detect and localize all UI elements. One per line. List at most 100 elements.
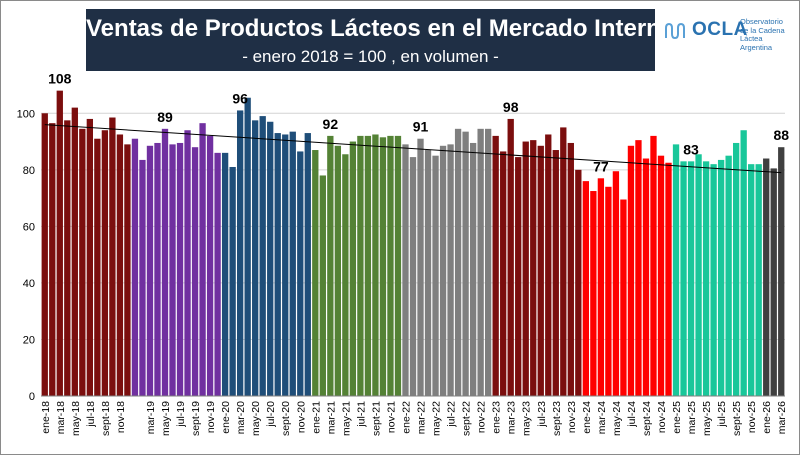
bar	[267, 121, 274, 396]
bar	[439, 145, 447, 396]
chart-subtitle: - enero 2018 = 100 , en volumen -	[242, 47, 499, 66]
bar	[545, 134, 552, 396]
x-tick-label: jul-22	[446, 401, 458, 428]
logo-line-3: Argentina	[740, 42, 773, 52]
x-tick-label: nov-22	[476, 401, 488, 433]
bar	[657, 155, 665, 396]
bar	[71, 107, 78, 397]
x-tick-label: nov-18	[115, 401, 127, 433]
bar	[582, 181, 590, 396]
bar	[342, 154, 349, 396]
x-tick-label: may-19	[160, 401, 172, 436]
x-tick-label: ene-21	[310, 401, 322, 434]
x-tick-label: ene-26	[761, 401, 773, 434]
bar	[552, 150, 559, 396]
x-tick-label: ene-23	[491, 401, 503, 434]
bar	[484, 128, 492, 396]
y-tick-label: 20	[23, 334, 35, 346]
x-tick-label: sept-21	[370, 401, 382, 436]
y-tick-label: 0	[29, 391, 35, 403]
bar	[184, 130, 191, 396]
bar	[522, 141, 529, 396]
logo-line-2: de la Cadena Láctea	[740, 25, 785, 43]
bar	[169, 144, 176, 396]
bar	[312, 150, 319, 396]
logo-line-1: Observatorio	[740, 17, 783, 26]
bar	[357, 135, 364, 396]
bar	[229, 166, 236, 396]
y-tick-label: 40	[23, 278, 35, 290]
bar	[86, 118, 94, 396]
bar	[770, 168, 777, 396]
x-tick-label: may-24	[611, 401, 623, 436]
bar	[236, 110, 244, 396]
x-tick-label: jul-21	[355, 401, 367, 428]
milk-wave-icon	[665, 22, 685, 40]
bar	[680, 161, 687, 396]
bar	[191, 147, 199, 396]
bar	[627, 145, 635, 396]
x-tick-label: may-21	[340, 401, 352, 436]
bar	[402, 144, 409, 396]
bar	[530, 140, 537, 396]
bar	[642, 158, 650, 396]
x-tick-label: sept-22	[461, 401, 473, 436]
bar	[477, 128, 484, 396]
bar	[176, 142, 184, 396]
bar	[139, 159, 146, 396]
x-tick-label: jul-25	[716, 401, 728, 428]
bar	[372, 134, 379, 396]
bar	[605, 186, 612, 396]
bar	[447, 144, 454, 396]
bar	[710, 164, 717, 396]
bar	[778, 147, 785, 396]
bar	[454, 128, 462, 396]
x-tick-label: may-20	[250, 401, 262, 436]
bar	[635, 140, 642, 396]
x-tick-label: mar-25	[686, 401, 698, 434]
x-tick-label: mar-18	[55, 401, 67, 434]
bar	[567, 142, 574, 396]
bar	[725, 155, 732, 396]
x-tick-label: mar-19	[145, 401, 157, 434]
x-tick-label: jul-19	[175, 401, 187, 428]
bar	[364, 135, 372, 396]
bar	[597, 178, 605, 396]
x-tick-label: may-18	[70, 401, 82, 436]
x-tick-label: mar-21	[325, 401, 337, 434]
data-label: 88	[773, 127, 789, 143]
bar	[206, 135, 214, 396]
bar	[252, 120, 259, 396]
bar	[116, 134, 124, 396]
ocla-logo: OCLA Observatorio de la Cadena Láctea Ar…	[662, 14, 792, 54]
bar	[131, 138, 139, 396]
data-label: 92	[323, 116, 339, 132]
bar	[334, 145, 342, 396]
bar	[199, 123, 206, 396]
bar	[755, 164, 762, 396]
bar	[221, 152, 229, 396]
bar	[41, 113, 48, 396]
x-tick-label: mar-22	[416, 401, 428, 434]
bar	[650, 135, 657, 396]
x-tick-label: nov-21	[385, 401, 397, 433]
y-tick-label: 80	[23, 165, 35, 177]
bar	[259, 116, 266, 396]
x-tick-label: mar-26	[776, 401, 788, 434]
bar	[672, 144, 680, 396]
bar	[101, 130, 109, 396]
bar	[537, 145, 544, 396]
x-tick-label: nov-20	[295, 401, 307, 433]
data-label: 91	[413, 119, 429, 135]
bar	[590, 191, 597, 396]
bar	[214, 152, 221, 396]
x-tick-label: ene-22	[400, 401, 412, 434]
bar	[740, 130, 747, 396]
x-tick-label: nov-23	[566, 401, 578, 433]
logo-name: OCLA	[692, 19, 748, 40]
chart-title: Ventas de Productos Lácteos en el Mercad…	[86, 15, 676, 42]
bar	[274, 133, 281, 396]
logo-caption: Observatorio de la Cadena Láctea Argenti…	[740, 17, 800, 52]
bar	[763, 158, 770, 396]
